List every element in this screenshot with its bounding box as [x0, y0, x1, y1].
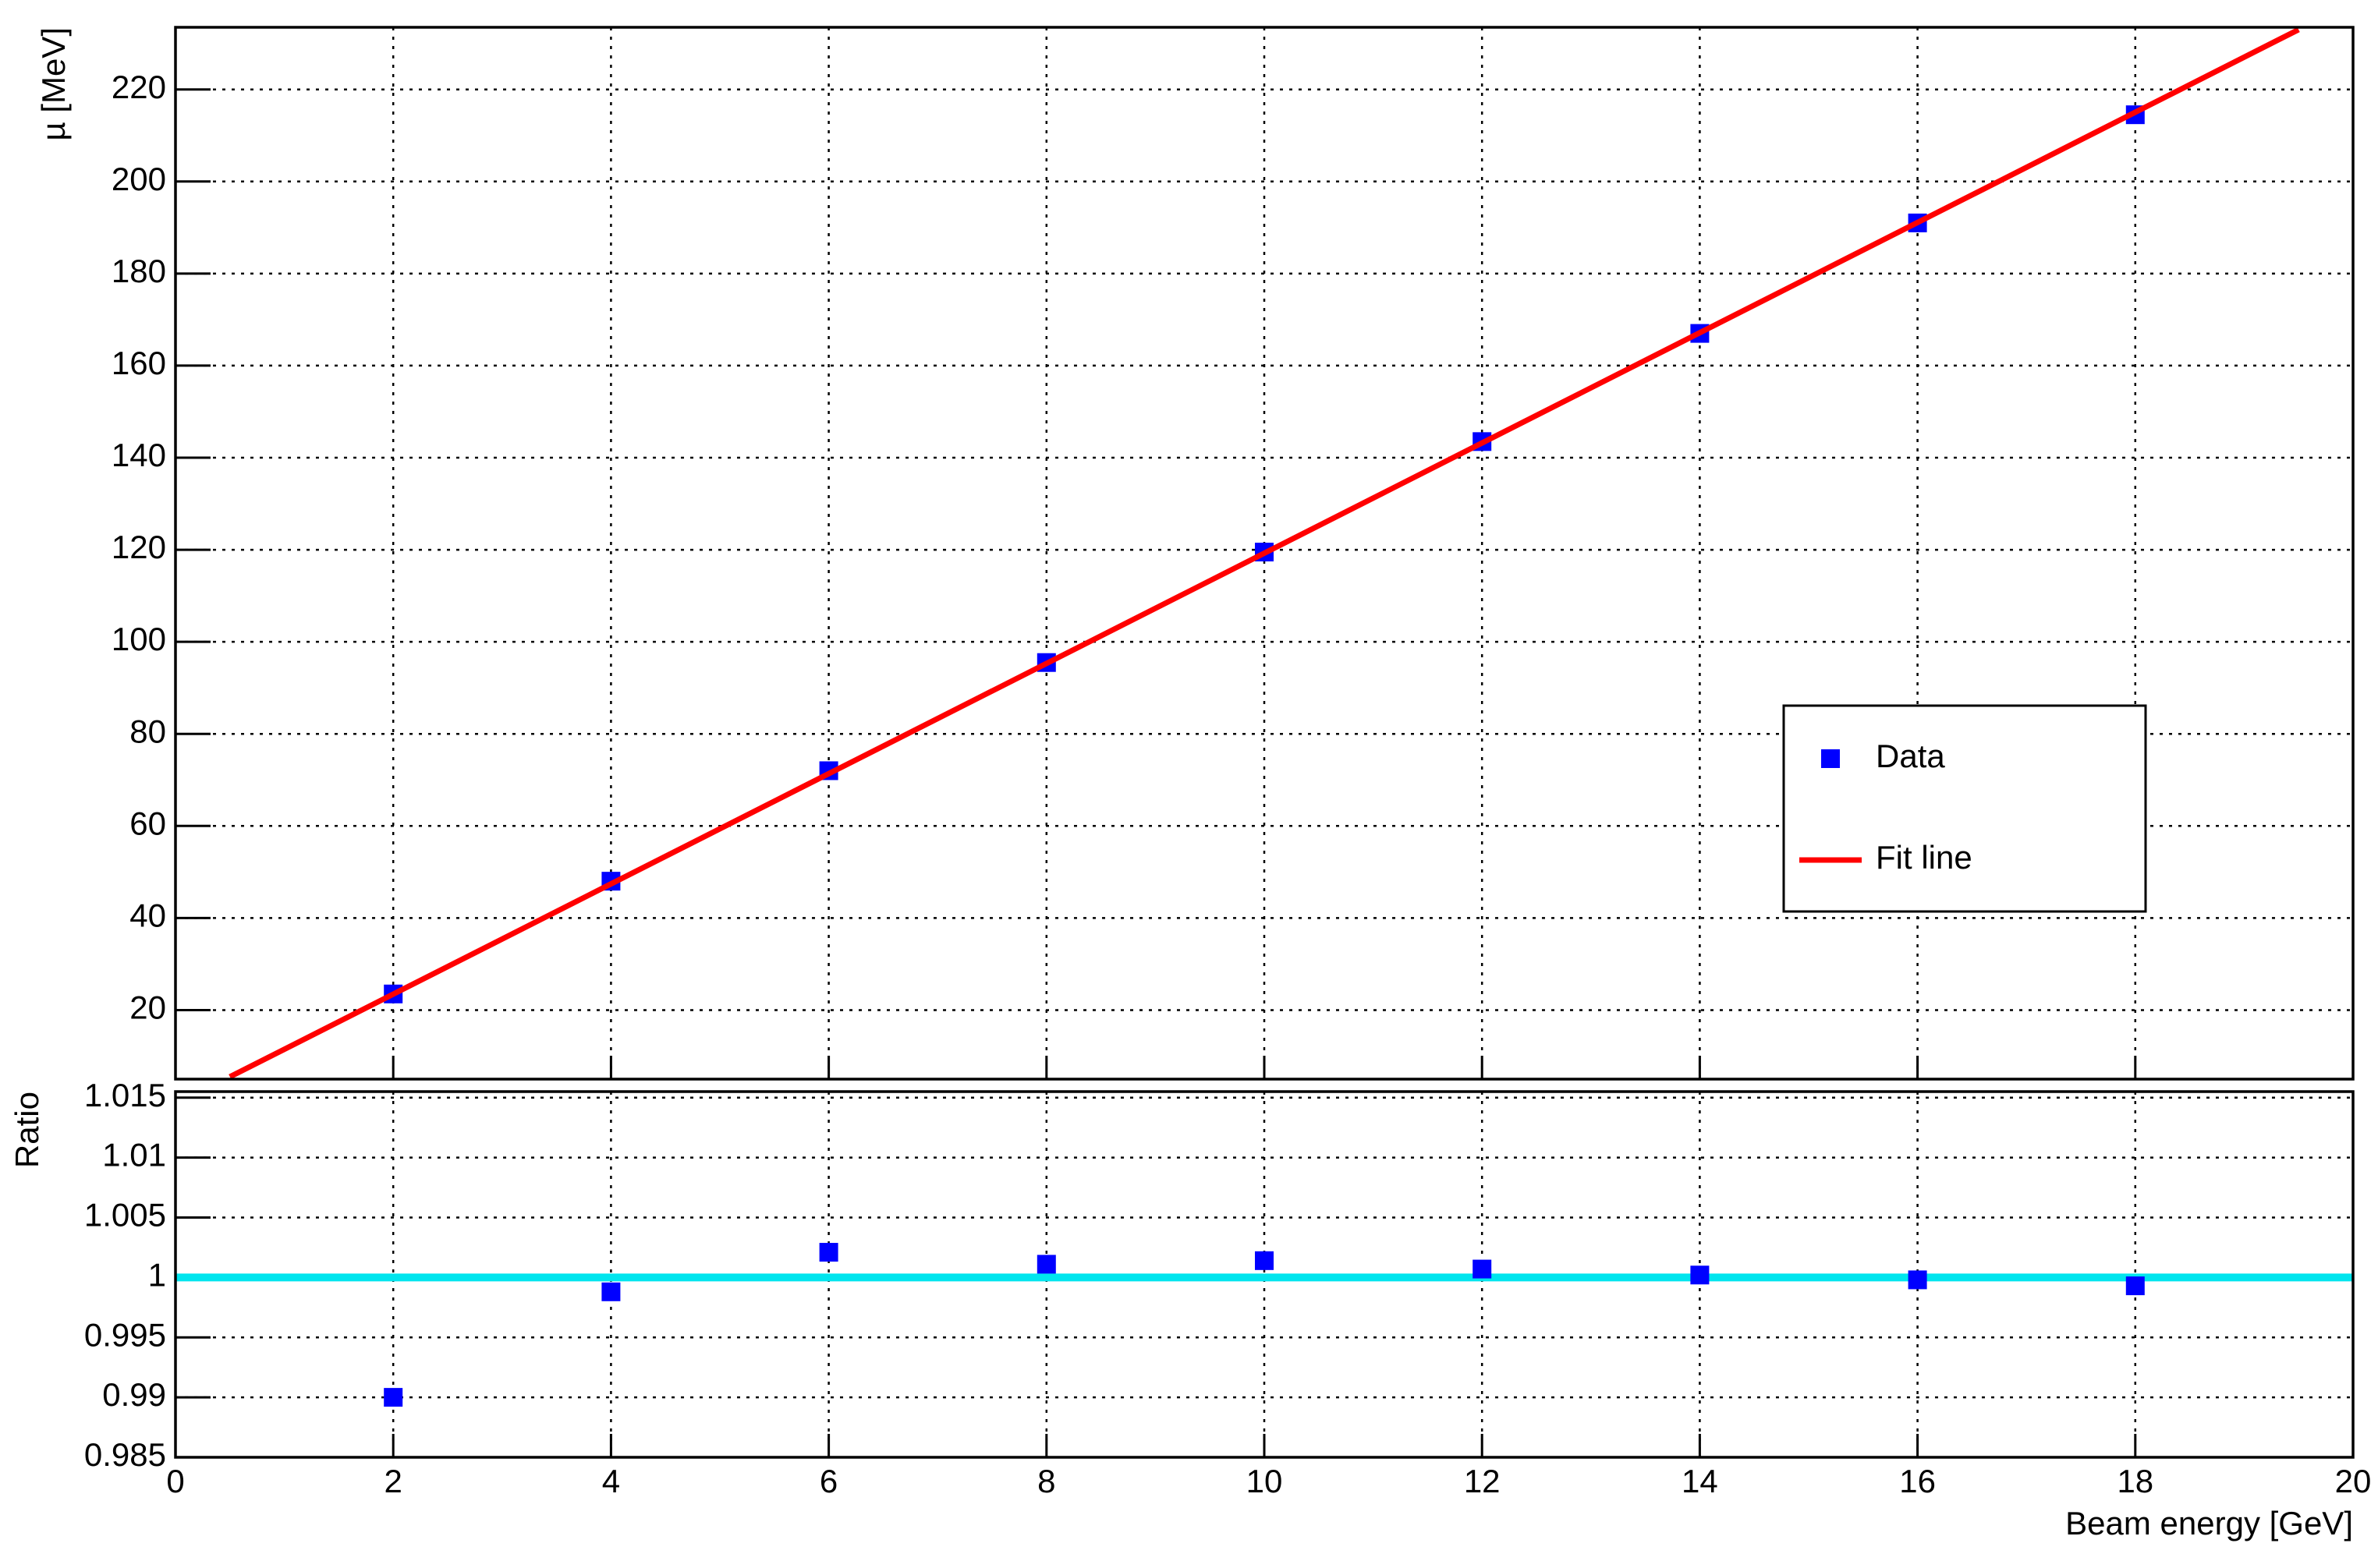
y-tick-label: 180: [112, 253, 166, 289]
x-tick-label: 20: [2335, 1463, 2372, 1499]
data-point: [384, 1388, 403, 1407]
x-tick-label: 6: [820, 1463, 838, 1499]
y-tick-label: 20: [129, 989, 166, 1026]
x-tick-label: 8: [1037, 1463, 1055, 1499]
y-tick-label: 1.015: [84, 1077, 166, 1113]
data-point: [1690, 1265, 1710, 1285]
y-tick-label: 220: [112, 69, 166, 105]
y-tick-label: 0.985: [84, 1436, 166, 1473]
y-tick-label: 160: [112, 345, 166, 381]
plot-frame: [174, 1090, 2355, 1459]
x-tick-label: 4: [602, 1463, 620, 1499]
legend-label: Fit line: [1876, 839, 1972, 876]
y-tick-label: 80: [129, 713, 166, 749]
y-tick-label: 140: [112, 437, 166, 473]
y-axis-label: µ [MeV]: [35, 27, 72, 141]
data-point: [1255, 1251, 1274, 1270]
y-tick-label: 200: [112, 161, 166, 197]
y-tick-label: 0.995: [84, 1316, 166, 1353]
y-tick-label: 0.99: [102, 1376, 166, 1413]
y-tick-label: 100: [112, 621, 166, 657]
x-tick-label: 10: [1246, 1463, 1283, 1499]
plot-frame: [174, 26, 2355, 1081]
x-axis-label: Beam energy [GeV]: [2065, 1505, 2353, 1541]
legend-label: Data: [1876, 738, 1945, 774]
data-point: [819, 1243, 838, 1262]
x-tick-label: 12: [1464, 1463, 1501, 1499]
y-axis-label: Ratio: [9, 1092, 45, 1168]
y-tick-label: 1.005: [84, 1197, 166, 1234]
data-point: [601, 1282, 621, 1301]
data-point: [1908, 1270, 1927, 1290]
y-tick-label: 1: [148, 1256, 166, 1293]
y-tick-label: 1.01: [102, 1137, 166, 1173]
legend-swatch: [1821, 749, 1840, 768]
data-point: [2125, 1276, 2145, 1296]
x-tick-label: 14: [1682, 1463, 1718, 1499]
y-tick-label: 60: [129, 805, 166, 841]
x-tick-label: 2: [385, 1463, 402, 1499]
x-tick-label: 0: [166, 1463, 184, 1499]
y-tick-label: 40: [129, 897, 166, 933]
fit-line: [229, 27, 2300, 1080]
data-point: [1473, 1259, 1492, 1279]
x-tick-label: 16: [1899, 1463, 1936, 1499]
y-tick-label: 120: [112, 529, 166, 565]
x-tick-label: 18: [2117, 1463, 2153, 1499]
legend-box: [1782, 704, 2147, 913]
data-point: [1037, 1255, 1056, 1274]
